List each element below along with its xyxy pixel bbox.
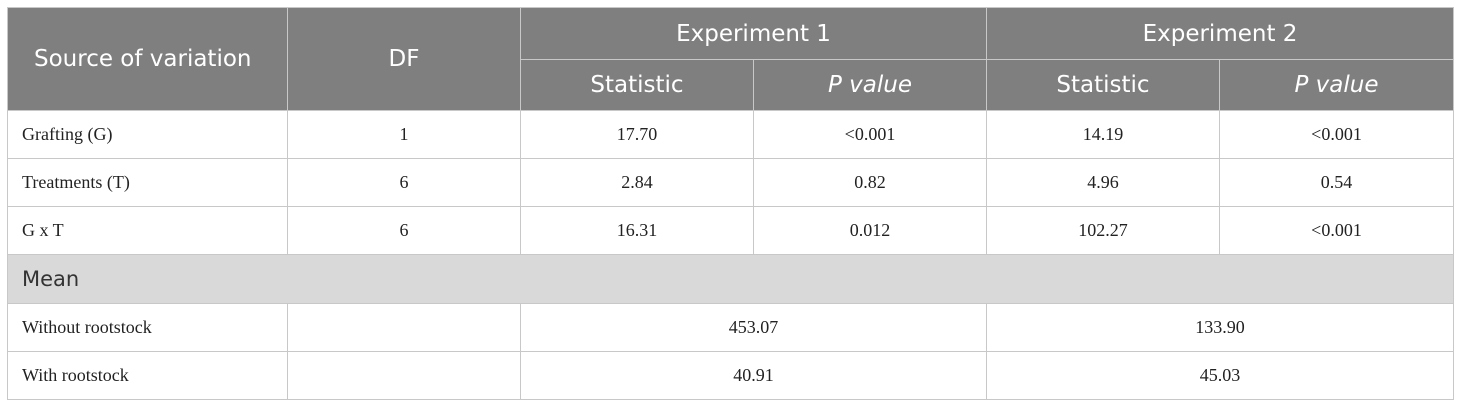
row-label: G x T — [7, 206, 288, 255]
row-label: Grafting (G) — [7, 110, 288, 159]
header-exp2-p-value: P value — [1219, 59, 1454, 111]
row-label: With rootstock — [7, 351, 288, 400]
exp2-statistic-cell: 14.19 — [986, 110, 1220, 159]
table-row: Grafting (G) 1 17.70 <0.001 14.19 <0.001 — [7, 110, 1454, 159]
header-exp1-statistic: Statistic — [520, 59, 754, 111]
table-body: Grafting (G) 1 17.70 <0.001 14.19 <0.001… — [7, 110, 1454, 400]
exp2-p-value-cell: <0.001 — [1219, 110, 1454, 159]
exp1-statistic-cell: 17.70 — [520, 110, 754, 159]
table-row: G x T 6 16.31 0.012 102.27 <0.001 — [7, 206, 1454, 255]
df-cell-empty — [287, 303, 521, 352]
header-df: DF — [287, 7, 521, 111]
exp1-mean-cell: 40.91 — [520, 351, 987, 400]
header-experiment-1: Experiment 1 — [520, 7, 987, 60]
df-cell-empty — [287, 351, 521, 400]
exp2-p-value-cell: 0.54 — [1219, 158, 1454, 207]
table-header: Source of variation DF Experiment 1 Expe… — [7, 7, 1454, 111]
exp2-mean-cell: 133.90 — [986, 303, 1454, 352]
df-cell: 6 — [287, 206, 521, 255]
table-row: Treatments (T) 6 2.84 0.82 4.96 0.54 — [7, 158, 1454, 207]
exp1-statistic-cell: 2.84 — [520, 158, 754, 207]
anova-table: Source of variation DF Experiment 1 Expe… — [7, 7, 1454, 400]
row-label: Without rootstock — [7, 303, 288, 352]
mean-row: Without rootstock 453.07 133.90 — [7, 303, 1454, 352]
exp1-mean-cell: 453.07 — [520, 303, 987, 352]
row-label: Treatments (T) — [7, 158, 288, 207]
exp2-mean-cell: 45.03 — [986, 351, 1454, 400]
df-cell: 6 — [287, 158, 521, 207]
section-row-mean: Mean — [7, 254, 1454, 304]
section-label: Mean — [7, 254, 1454, 304]
exp1-p-value-cell: <0.001 — [753, 110, 987, 159]
mean-row: With rootstock 40.91 45.03 — [7, 351, 1454, 400]
header-source-of-variation: Source of variation — [7, 7, 288, 111]
exp2-statistic-cell: 4.96 — [986, 158, 1220, 207]
exp1-p-value-cell: 0.012 — [753, 206, 987, 255]
exp2-statistic-cell: 102.27 — [986, 206, 1220, 255]
header-exp1-p-value: P value — [753, 59, 987, 111]
header-experiment-2: Experiment 2 — [986, 7, 1454, 60]
df-cell: 1 — [287, 110, 521, 159]
header-exp2-statistic: Statistic — [986, 59, 1220, 111]
exp1-statistic-cell: 16.31 — [520, 206, 754, 255]
exp2-p-value-cell: <0.001 — [1219, 206, 1454, 255]
exp1-p-value-cell: 0.82 — [753, 158, 987, 207]
